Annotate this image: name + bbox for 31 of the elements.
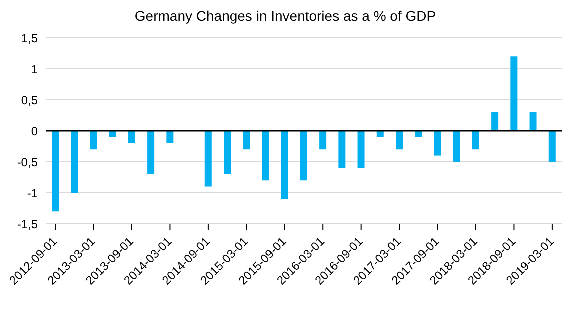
bar — [320, 131, 327, 150]
bar — [262, 131, 270, 181]
bar — [358, 131, 365, 168]
bar — [52, 131, 59, 212]
y-tick-label: -1,5 — [17, 217, 38, 232]
bar — [472, 131, 480, 150]
bar — [548, 131, 556, 162]
bar — [224, 131, 231, 174]
y-tick-label: 1,5 — [21, 31, 38, 46]
bar — [148, 131, 155, 174]
y-tick-label: -1 — [27, 186, 38, 200]
y-tick-label: -0,5 — [17, 155, 38, 170]
y-tick-label: 1 — [31, 62, 38, 76]
bar — [338, 131, 346, 168]
y-tick-label: 0,5 — [21, 93, 38, 108]
bar — [510, 56, 518, 131]
bar — [166, 131, 174, 144]
bar — [204, 131, 212, 187]
bar — [281, 131, 288, 200]
bar — [243, 131, 250, 150]
bar — [90, 131, 98, 150]
bar — [128, 131, 136, 144]
bar — [453, 131, 460, 162]
bar — [434, 131, 442, 156]
chart-title: Germany Changes in Inventories as a % of GDP — [134, 8, 438, 24]
bar — [492, 112, 499, 131]
bar — [396, 131, 403, 150]
bar — [530, 112, 537, 131]
bar — [300, 131, 308, 181]
bar — [71, 131, 78, 193]
y-tick-label: 0 — [31, 124, 38, 138]
